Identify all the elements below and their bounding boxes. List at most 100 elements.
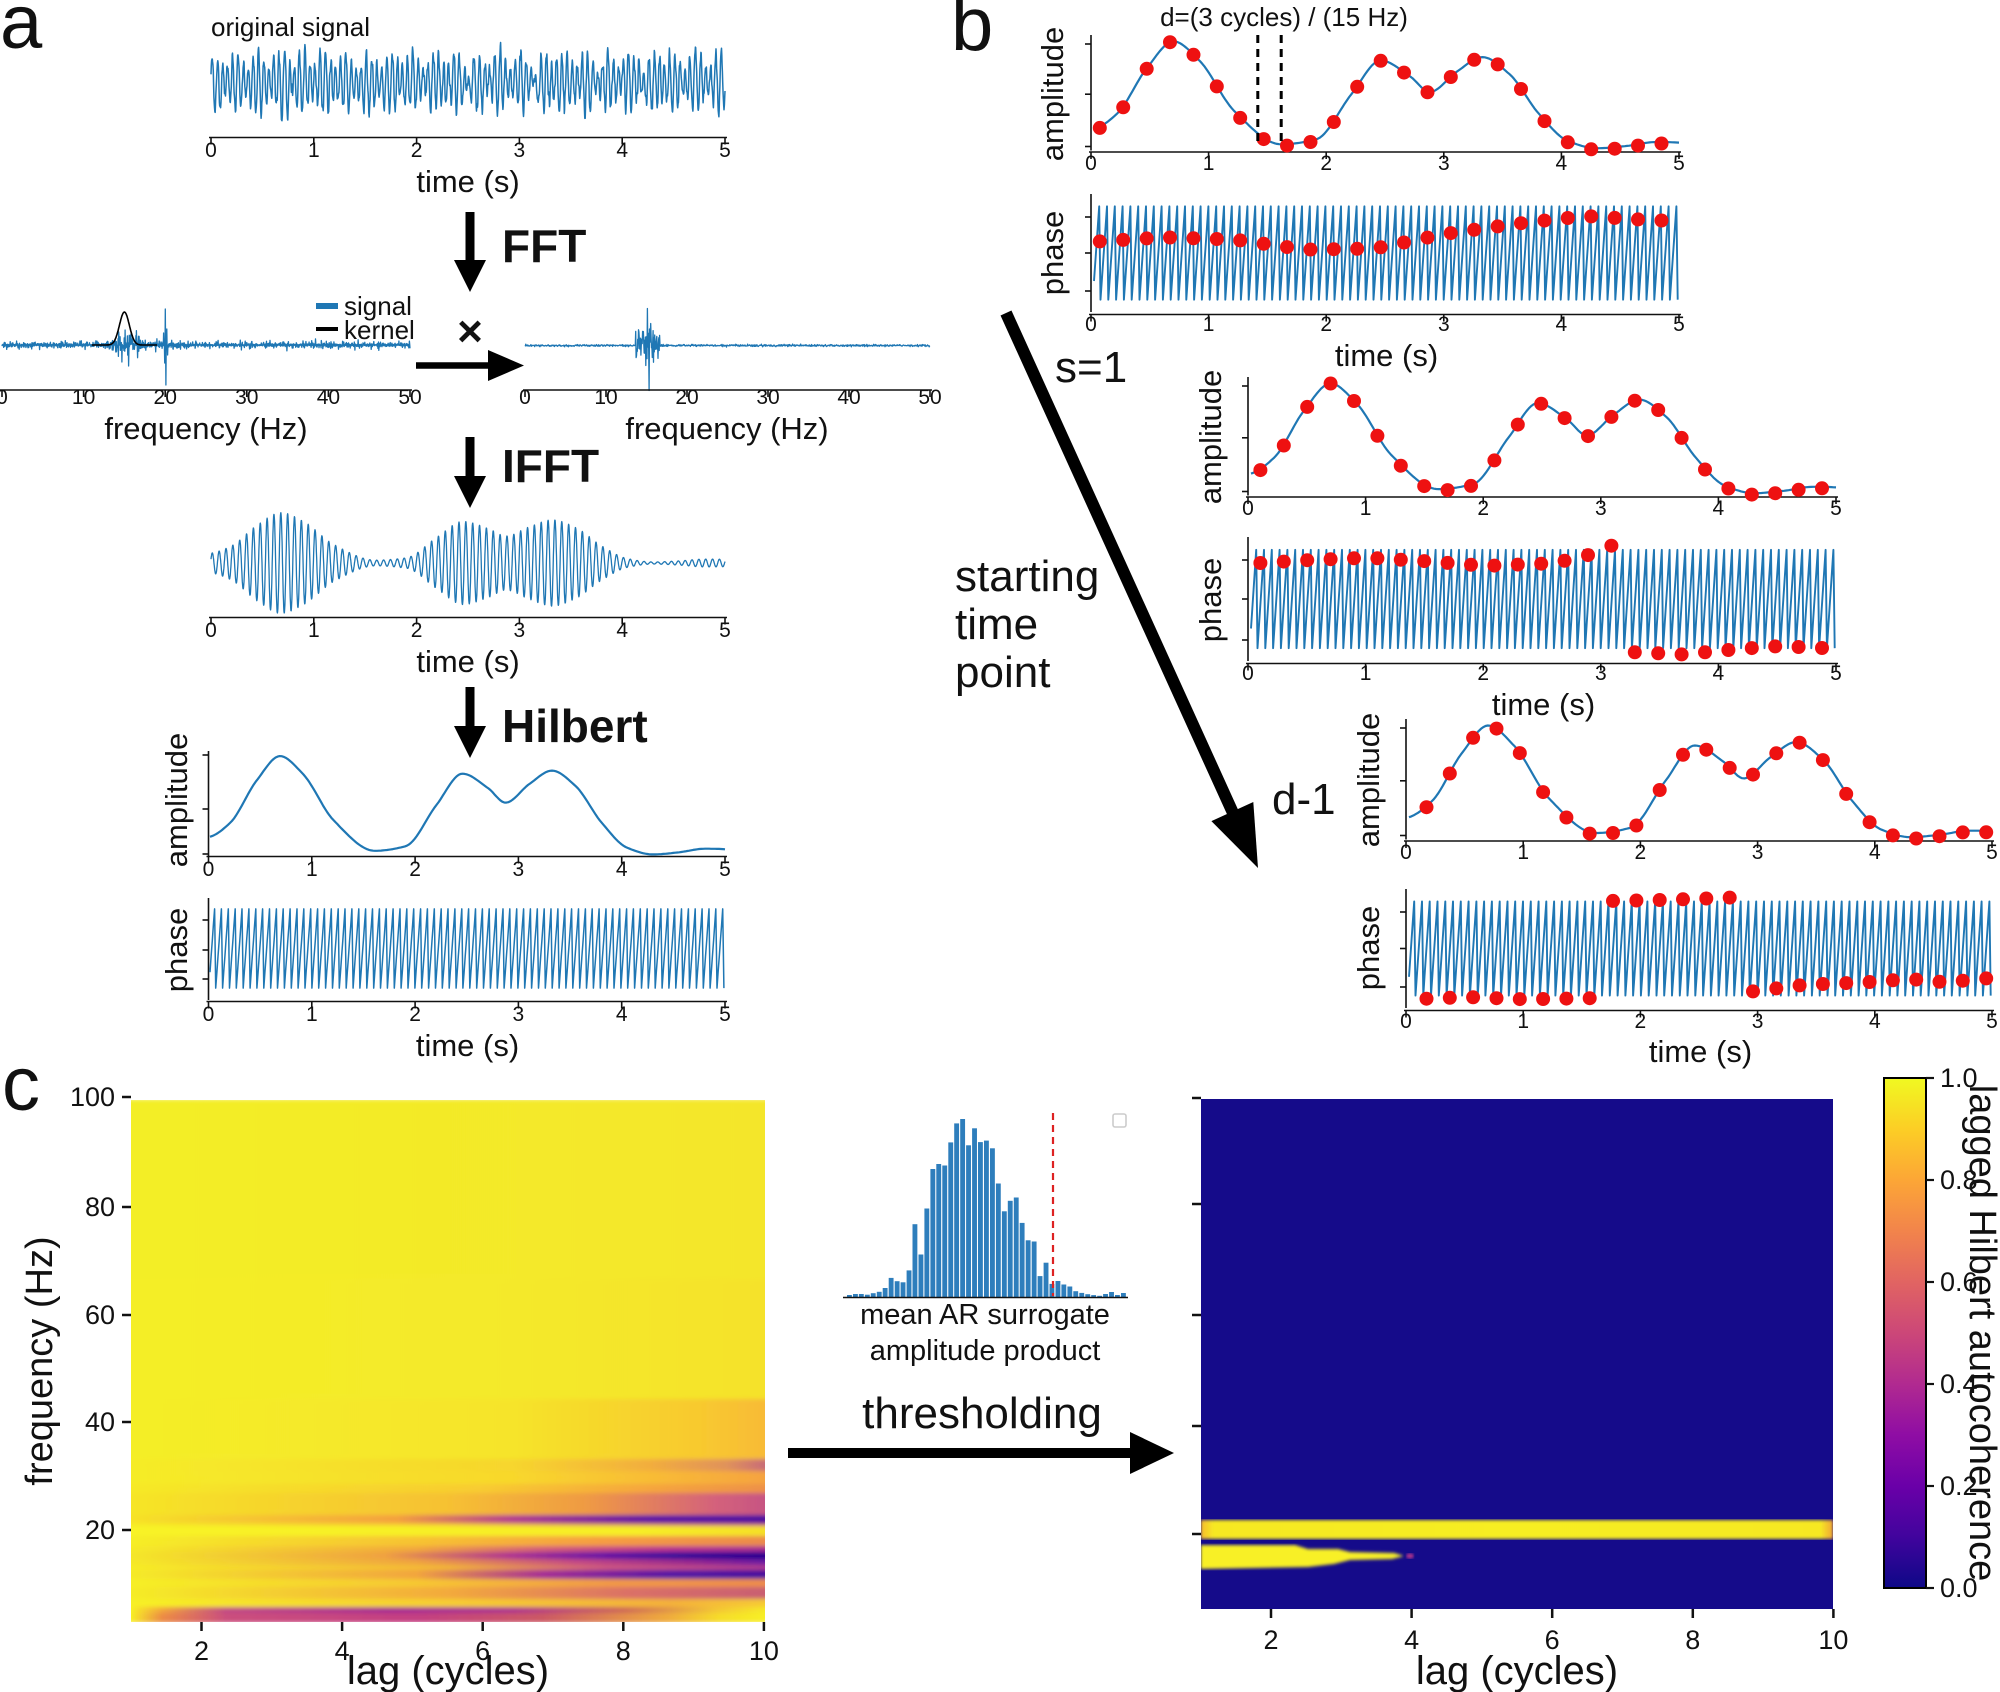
svg-text:FFT: FFT <box>502 220 586 272</box>
svg-text:0: 0 <box>1400 841 1412 864</box>
svg-text:0: 0 <box>203 858 215 881</box>
svg-text:2: 2 <box>1477 497 1489 520</box>
svg-text:10: 10 <box>749 1636 779 1666</box>
svg-text:amplitude product: amplitude product <box>870 1335 1101 1367</box>
svg-text:mean AR surrogate: mean AR surrogate <box>860 1299 1110 1331</box>
svg-text:3: 3 <box>513 858 525 881</box>
svg-text:0.2: 0.2 <box>1940 1471 1978 1501</box>
svg-text:4: 4 <box>616 139 628 162</box>
svg-text:2: 2 <box>1320 152 1332 175</box>
svg-text:c: c <box>2 1042 40 1127</box>
svg-text:4: 4 <box>616 858 628 881</box>
svg-text:1: 1 <box>308 139 320 162</box>
svg-text:0.0: 0.0 <box>1940 1573 1978 1603</box>
svg-text:5: 5 <box>1830 662 1842 685</box>
svg-text:phase: phase <box>159 908 194 992</box>
svg-text:d-1: d-1 <box>1272 775 1336 824</box>
svg-text:40: 40 <box>837 386 860 409</box>
svg-text:1: 1 <box>1360 662 1372 685</box>
svg-text:60: 60 <box>85 1300 115 1330</box>
svg-text:4: 4 <box>1713 662 1725 685</box>
svg-text:1.0: 1.0 <box>1940 1063 1978 1093</box>
svg-text:3: 3 <box>1752 841 1764 864</box>
svg-text:signal: signal <box>344 291 412 321</box>
svg-text:10: 10 <box>1818 1625 1848 1655</box>
svg-text:20: 20 <box>675 386 698 409</box>
svg-text:8: 8 <box>616 1636 631 1666</box>
svg-text:time (s): time (s) <box>416 1028 519 1063</box>
svg-text:3: 3 <box>514 139 526 162</box>
svg-text:kernel: kernel <box>344 315 415 345</box>
svg-text:2: 2 <box>411 139 423 162</box>
svg-text:2: 2 <box>1320 313 1332 336</box>
svg-text:50: 50 <box>918 386 941 409</box>
svg-text:0: 0 <box>205 619 217 642</box>
svg-text:time (s): time (s) <box>416 644 519 679</box>
svg-text:3: 3 <box>1752 1010 1764 1033</box>
svg-text:1: 1 <box>306 858 318 881</box>
svg-text:30: 30 <box>756 386 779 409</box>
svg-text:time (s): time (s) <box>1335 338 1438 373</box>
svg-text:0: 0 <box>1085 152 1097 175</box>
svg-text:0: 0 <box>1242 662 1254 685</box>
svg-text:starting: starting <box>955 552 1099 601</box>
svg-text:0.4: 0.4 <box>1940 1369 1978 1399</box>
svg-text:20: 20 <box>154 386 177 409</box>
svg-text:80: 80 <box>85 1192 115 1222</box>
svg-text:b: b <box>951 0 993 67</box>
svg-text:4: 4 <box>1404 1625 1419 1655</box>
svg-text:6: 6 <box>475 1636 490 1666</box>
svg-text:0: 0 <box>1400 1010 1412 1033</box>
svg-text:0.6: 0.6 <box>1940 1267 1978 1297</box>
svg-text:d=(3 cycles) / (15 Hz): d=(3 cycles) / (15 Hz) <box>1160 2 1408 32</box>
svg-text:0: 0 <box>205 139 217 162</box>
svg-text:frequency (Hz): frequency (Hz) <box>104 411 307 446</box>
svg-text:5: 5 <box>719 619 731 642</box>
svg-text:5: 5 <box>1673 313 1685 336</box>
svg-text:5: 5 <box>719 139 731 162</box>
svg-text:3: 3 <box>1438 152 1450 175</box>
svg-text:30: 30 <box>235 386 258 409</box>
svg-text:phase: phase <box>1035 211 1070 295</box>
svg-text:20: 20 <box>85 1515 115 1545</box>
svg-text:original signal: original signal <box>211 12 370 42</box>
svg-text:5: 5 <box>1986 841 1998 864</box>
svg-text:phase: phase <box>1193 558 1228 642</box>
svg-text:3: 3 <box>514 619 526 642</box>
svg-text:40: 40 <box>317 386 340 409</box>
svg-text:3: 3 <box>513 1003 525 1026</box>
svg-text:time (s): time (s) <box>416 164 519 199</box>
svg-text:point: point <box>955 648 1050 697</box>
svg-text:5: 5 <box>719 858 731 881</box>
svg-text:10: 10 <box>72 386 95 409</box>
svg-text:amplitude: amplitude <box>159 733 194 867</box>
svg-text:100: 100 <box>70 1082 115 1112</box>
svg-text:amplitude: amplitude <box>1351 713 1386 847</box>
svg-text:2: 2 <box>1635 1010 1647 1033</box>
svg-text:1: 1 <box>1203 313 1215 336</box>
svg-text:0.8: 0.8 <box>1940 1165 1978 1195</box>
svg-text:2: 2 <box>411 619 423 642</box>
svg-text:lagged Hilbert autocoherence: lagged Hilbert autocoherence <box>1961 1085 2000 1581</box>
svg-text:amplitude: amplitude <box>1193 370 1228 504</box>
svg-text:lag (cycles): lag (cycles) <box>1416 1649 1618 1692</box>
svg-text:amplitude: amplitude <box>1035 27 1070 161</box>
svg-text:4: 4 <box>1713 497 1725 520</box>
svg-text:1: 1 <box>1203 152 1215 175</box>
svg-text:1: 1 <box>1360 497 1372 520</box>
svg-text:a: a <box>0 0 43 65</box>
svg-text:0: 0 <box>519 386 531 409</box>
svg-text:4: 4 <box>335 1636 350 1666</box>
svg-text:40: 40 <box>85 1407 115 1437</box>
svg-text:IFFT: IFFT <box>502 440 599 492</box>
svg-text:4: 4 <box>616 1003 628 1026</box>
svg-text:4: 4 <box>616 619 628 642</box>
svg-text:6: 6 <box>1545 1625 1560 1655</box>
svg-text:phase: phase <box>1351 906 1386 990</box>
svg-text:10: 10 <box>594 386 617 409</box>
svg-text:50: 50 <box>398 386 421 409</box>
svg-text:Hilbert: Hilbert <box>502 700 648 752</box>
svg-text:2: 2 <box>1477 662 1489 685</box>
svg-text:8: 8 <box>1685 1625 1700 1655</box>
svg-text:s=1: s=1 <box>1055 343 1127 392</box>
